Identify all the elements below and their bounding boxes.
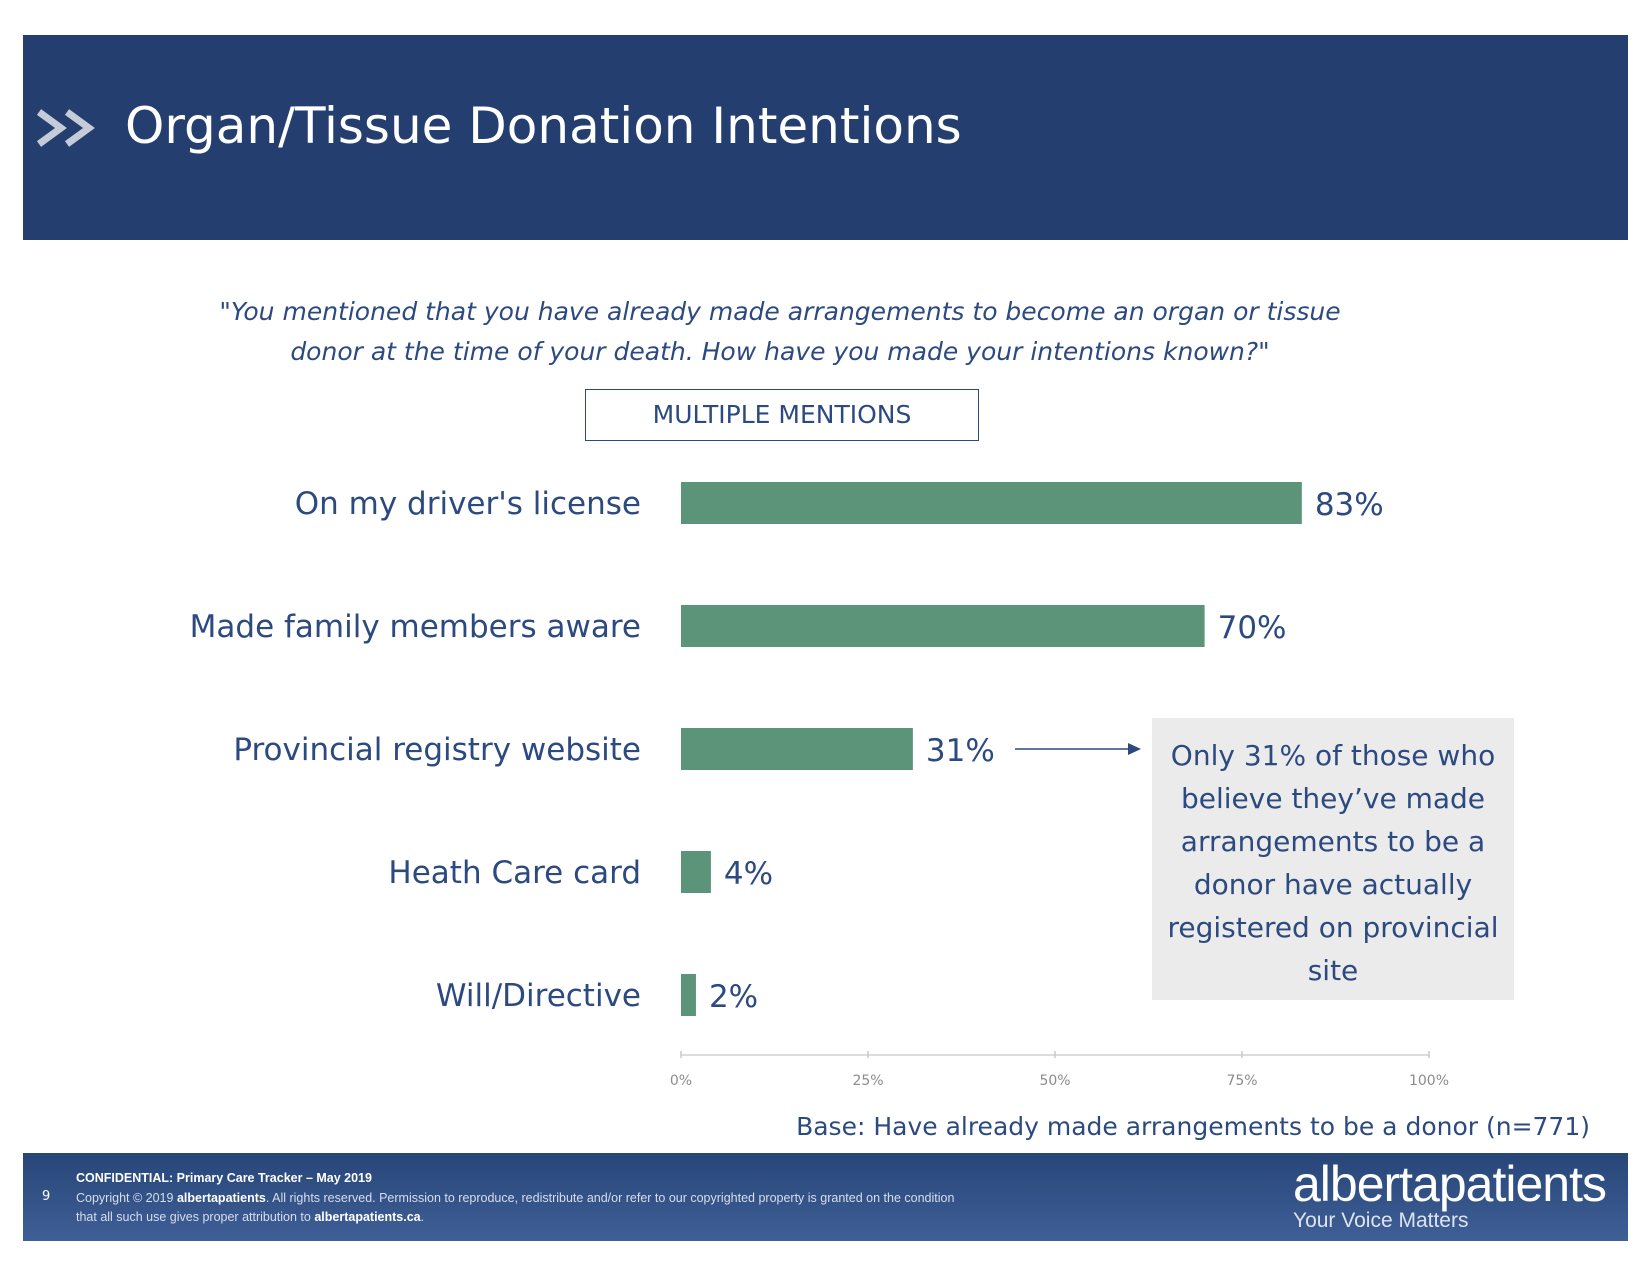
bar — [681, 974, 696, 1016]
brand-logo: albertapatients Your Voice Matters — [1292, 1156, 1607, 1233]
category-label: Made family members aware — [190, 609, 641, 645]
multiple-mentions-badge: MULTIPLE MENTIONS — [585, 389, 979, 441]
data-label: 70% — [1218, 610, 1287, 646]
footer-legal: CONFIDENTIAL: Primary Care Tracker – May… — [76, 1169, 976, 1228]
data-label: 31% — [926, 733, 995, 769]
tick-label: 100% — [1409, 1073, 1449, 1089]
page-title: Organ/Tissue Donation Intentions — [125, 97, 962, 155]
base-note: Base: Have already made arrangements to … — [796, 1112, 1590, 1141]
data-label: 2% — [709, 979, 758, 1015]
category-label: On my driver's license — [295, 486, 641, 522]
page-number: 9 — [42, 1189, 51, 1204]
category-label: Provincial registry website — [233, 732, 641, 768]
tick-label: 25% — [852, 1073, 883, 1089]
copyright-text: Copyright © 2019 albertapatients. All ri… — [76, 1190, 955, 1225]
confidential-label: CONFIDENTIAL: Primary Care Tracker – May… — [76, 1171, 372, 1185]
data-label: 83% — [1315, 487, 1384, 523]
bar — [681, 728, 913, 770]
brand-name: albertapatients — [1292, 1156, 1607, 1212]
bar-chart: On my driver's license 83% Made family mem… — [190, 482, 1449, 1089]
survey-question: "You mentioned that you have already mad… — [219, 297, 1341, 366]
data-label: 4% — [724, 856, 773, 892]
brand-tagline: Your Voice Matters — [1292, 1209, 1469, 1232]
header-banner: Organ/Tissue Donation Intentions — [23, 35, 1628, 240]
tick-label: 50% — [1039, 1073, 1070, 1089]
bar — [681, 605, 1205, 647]
bar — [681, 851, 711, 893]
category-label: Will/Directive — [436, 978, 641, 1014]
footer: 9 CONFIDENTIAL: Primary Care Tracker – M… — [23, 1153, 1628, 1241]
callout-arrow — [1015, 743, 1141, 755]
bar — [681, 482, 1302, 524]
double-chevron-icon — [36, 109, 95, 147]
category-label: Heath Care card — [388, 855, 641, 891]
tick-label: 0% — [670, 1073, 692, 1089]
tick-label: 75% — [1226, 1073, 1257, 1089]
callout-note: Only 31% of those who believe they’ve ma… — [1152, 718, 1514, 1000]
